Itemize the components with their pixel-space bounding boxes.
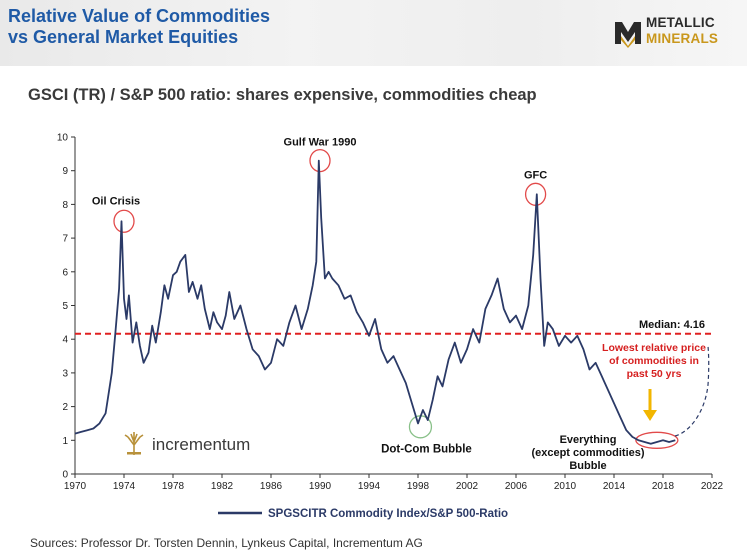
x-tick-label: 2002 (456, 481, 479, 492)
series-line (74, 159, 676, 445)
logo-line2: MINERALS (646, 31, 719, 46)
y-tick-label: 3 (62, 368, 68, 379)
y-tick-label: 7 (62, 234, 68, 245)
x-tick-label: 1978 (162, 481, 185, 492)
lowest-price-line3: past 50 yrs (627, 368, 682, 380)
oil-crisis-circle (113, 209, 135, 233)
annotations-layer: Oil Crisis Gulf War 1990 GFC Dot-Com Bubble… (92, 137, 679, 472)
mm-logo-icon (615, 22, 641, 48)
lowest-price-line1: Lowest relative price (602, 342, 706, 354)
axes-layer: 0 1 2 3 4 5 6 7 8 9 10 1970 1974 1978 1982 1986 1990 1994… (57, 133, 724, 493)
oil-crisis-label: Oil Crisis (92, 195, 140, 207)
logo-text: METALLIC MINERALS (646, 15, 718, 47)
lowest-price-line2: of commodities in (609, 355, 699, 367)
y-tick-label: 4 (62, 335, 68, 346)
chart-subtitle: GSCI (TR) / S&P 500 ratio: shares expens… (28, 86, 537, 104)
everything-bubble-line1: Everything (560, 434, 617, 446)
everything-bubble-circle (635, 431, 679, 449)
y-tick-label: 5 (62, 301, 68, 312)
lowest-price-annotation: Lowest relative price of commodities in … (602, 342, 706, 380)
x-tick-label: 2022 (701, 481, 724, 492)
x-tick-label: 1974 (113, 481, 136, 492)
legend-label: SPGSCITR Commodity Index/S&P 500-Ratio (268, 508, 508, 520)
x-tick-label: 1994 (358, 481, 381, 492)
x-tick-label: 2014 (603, 481, 626, 492)
x-tick-label: 2010 (554, 481, 577, 492)
dot-com-label: Dot-Com Bubble (381, 443, 472, 455)
y-tick-label: 6 (62, 267, 68, 278)
everything-bubble-line2: (except commodities) (531, 447, 644, 459)
y-tick-label: 2 (62, 402, 68, 413)
x-tick-label: 2006 (505, 481, 528, 492)
x-tick-label: 1970 (64, 481, 87, 492)
x-tick-label: 1982 (211, 481, 234, 492)
incrementum-watermark: incrementum (124, 432, 250, 455)
y-tick-label: 0 (62, 470, 68, 481)
logo-line1: METALLIC (646, 15, 715, 30)
series-layer (74, 159, 676, 445)
incrementum-text: incrementum (152, 435, 250, 454)
page-title: Relative Value of Commodities vs General… (8, 6, 270, 48)
y-tick-label: 9 (62, 166, 68, 177)
x-tick-label: 2018 (652, 481, 675, 492)
dashed-projection-curve (674, 345, 710, 437)
sources-note: Sources: Professor Dr. Torsten Dennin, L… (30, 536, 423, 550)
page-title-line1: Relative Value of Commodities (8, 6, 271, 26)
x-tick-label: 1986 (260, 481, 283, 492)
median-label: Median: 4.16 (639, 319, 705, 331)
metallic-minerals-logo: METALLIC MINERALS (612, 14, 742, 54)
everything-bubble-line3: Bubble (569, 460, 606, 472)
x-tick-label: 1990 (309, 481, 332, 492)
gfc-label: GFC (524, 169, 547, 181)
x-tick-label: 1998 (407, 481, 430, 492)
y-tick-label: 8 (62, 200, 68, 211)
incrementum-tree-icon (124, 432, 144, 455)
ratio-chart: 0 1 2 3 4 5 6 7 8 9 10 1970 1974 1978 1982 1986 1990 1994… (57, 133, 724, 521)
chart-legend: SPGSCITR Commodity Index/S&P 500-Ratio (218, 508, 508, 520)
page-title-line2: vs General Market Equities (8, 27, 239, 47)
y-tick-label: 1 (62, 436, 68, 447)
yellow-arrow (643, 389, 657, 421)
gulf-war-label: Gulf War 1990 (284, 137, 357, 149)
y-tick-label: 10 (57, 133, 69, 144)
